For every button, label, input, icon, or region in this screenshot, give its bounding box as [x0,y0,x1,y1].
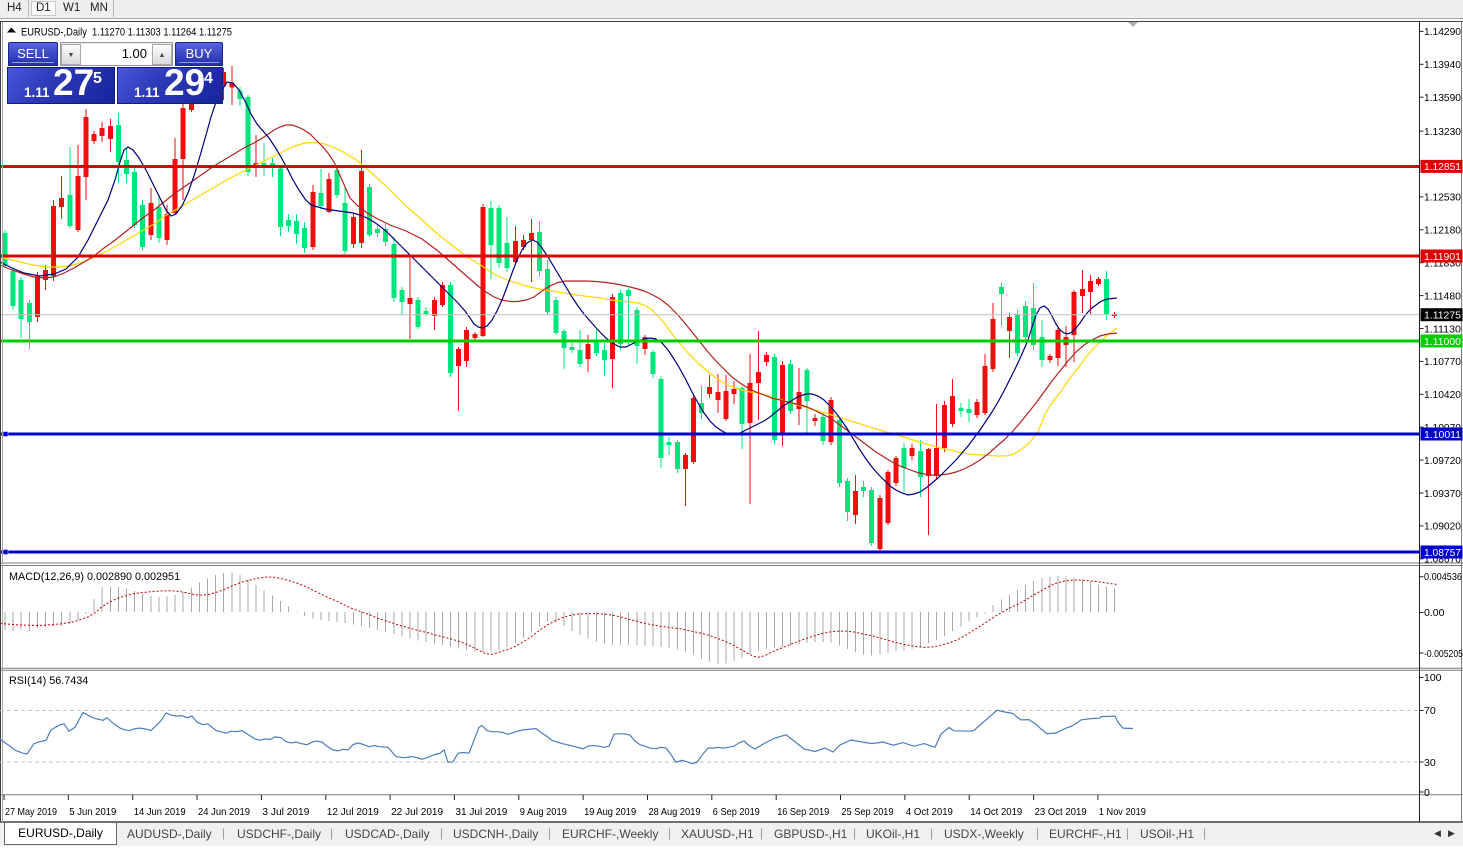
svg-text:1.11901: 1.11901 [1424,251,1461,263]
svg-text:0: 0 [1424,787,1430,799]
svg-text:1.10011: 1.10011 [1424,429,1461,441]
svg-text:23 Oct 2019: 23 Oct 2019 [1035,806,1087,818]
svg-text:1.14290: 1.14290 [1424,26,1461,38]
svg-text:1.08757: 1.08757 [1424,547,1461,559]
svg-text:27 May 2019: 27 May 2019 [5,806,57,818]
svg-text:100: 100 [1424,672,1442,684]
svg-text:1.12530: 1.12530 [1424,192,1461,204]
svg-text:25 Sep 2019: 25 Sep 2019 [842,806,894,818]
svg-text:MACD(12,26,9) 0.002890 0.00295: MACD(12,26,9) 0.002890 0.002951 [9,571,180,583]
svg-text:1.11130: 1.11130 [1424,323,1461,335]
svg-text:12 Jul 2019: 12 Jul 2019 [327,806,379,818]
svg-text:1.11000: 1.11000 [1424,336,1461,348]
svg-text:1.09020: 1.09020 [1424,521,1461,533]
svg-text:16 Sep 2019: 16 Sep 2019 [777,806,829,818]
svg-text:14 Oct 2019: 14 Oct 2019 [970,806,1022,818]
svg-text:0.00: 0.00 [1424,607,1445,619]
svg-text:1 Nov 2019: 1 Nov 2019 [1099,806,1146,818]
svg-text:24 Jun 2019: 24 Jun 2019 [198,806,250,818]
svg-text:1.09370: 1.09370 [1424,488,1461,500]
svg-text:4 Oct 2019: 4 Oct 2019 [906,806,953,818]
svg-text:RSI(14) 56.7434: RSI(14) 56.7434 [9,675,88,687]
svg-text:30: 30 [1424,757,1436,769]
svg-text:31 Jul 2019: 31 Jul 2019 [455,806,507,818]
svg-text:6 Sep 2019: 6 Sep 2019 [713,806,760,818]
svg-text:1.13940: 1.13940 [1424,59,1461,71]
svg-text:1.11275: 1.11275 [1424,310,1461,322]
svg-text:19 Aug 2019: 19 Aug 2019 [584,806,636,818]
svg-text:-0.005205: -0.005205 [1424,648,1463,660]
svg-text:70: 70 [1424,705,1436,717]
svg-text:28 Aug 2019: 28 Aug 2019 [649,806,701,818]
svg-text:1.11480: 1.11480 [1424,290,1461,302]
svg-text:1.12180: 1.12180 [1424,225,1461,237]
svg-text:1.10770: 1.10770 [1424,356,1461,368]
svg-text:5 Jun 2019: 5 Jun 2019 [69,806,116,818]
svg-text:1.13590: 1.13590 [1424,92,1461,104]
svg-text:1.10420: 1.10420 [1424,389,1461,401]
svg-text:14 Jun 2019: 14 Jun 2019 [134,806,186,818]
svg-text:EURUSD-,Daily 1.11270 1.11303: EURUSD-,Daily 1.11270 1.11303 1.11264 1.… [21,27,232,39]
svg-text:1.09720: 1.09720 [1424,455,1461,467]
svg-text:3 Jul 2019: 3 Jul 2019 [262,806,309,818]
svg-text:0.004536: 0.004536 [1424,571,1462,583]
svg-text:1.12851: 1.12851 [1424,161,1461,173]
svg-text:22 Jul 2019: 22 Jul 2019 [391,806,443,818]
svg-text:9 Aug 2019: 9 Aug 2019 [520,806,567,818]
svg-text:1.13230: 1.13230 [1424,126,1461,138]
